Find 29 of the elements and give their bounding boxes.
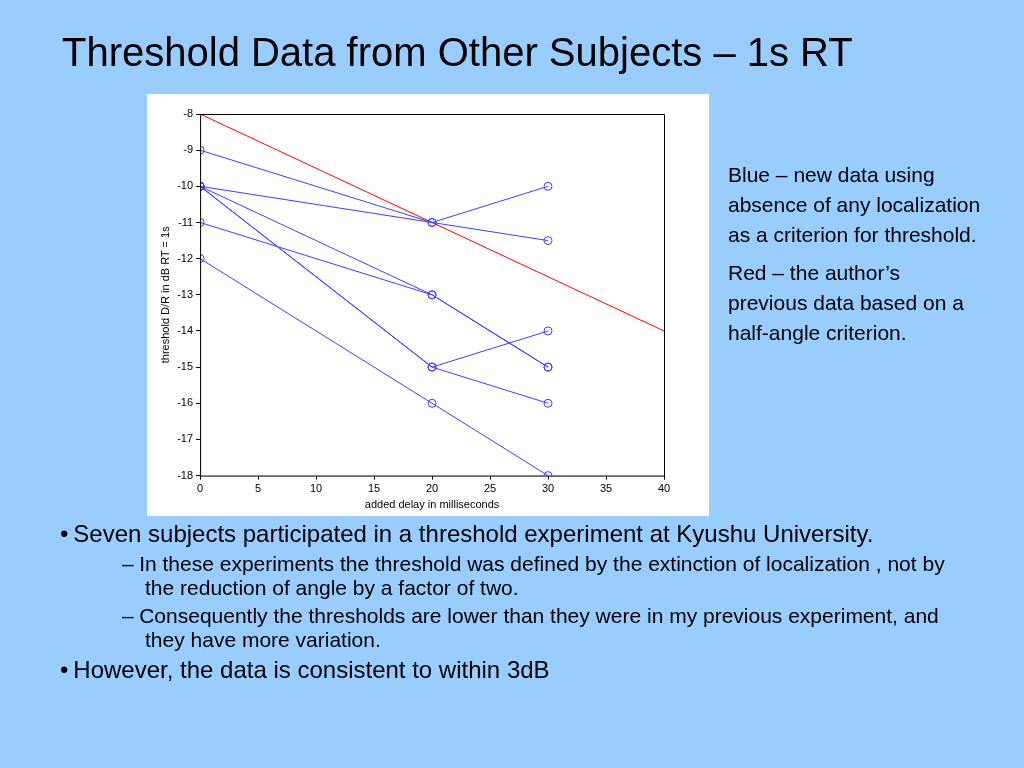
y-tick-label: -10 [177,179,194,192]
x-tick-label: 20 [425,482,439,495]
x-tick-label: 25 [483,482,497,495]
x-tick-label: 5 [255,482,262,495]
text: – In these experiments the threshold was defined by the extinction of localization , not by the reduction of angle by a factor of two. [121,552,946,600]
y-tick-label: -11 [178,215,194,228]
y-tick-label: -12 [177,251,194,264]
y-tick-label: -9 [183,143,194,156]
y-tick-label: -8 [183,107,194,120]
y-tick-label: -14 [177,323,194,336]
y-tick-label: -17 [177,432,194,445]
chart-title: Threshold Data from Other Subjects – 1s RT [62,30,853,75]
text: • However, the data is consistent to within 3dB [60,656,551,684]
text: • Seven subjects participated in a threshold experiment at Kyushu University. [60,520,875,548]
y-axis-title: threshold D/R in dB RT = 1s [158,225,171,364]
y-tick-label: -18 [177,468,194,481]
y-tick-label: -16 [177,396,194,409]
y-tick-label: -13 [177,287,194,300]
x-axis-title: added delay in milliseconds [364,498,500,511]
text: Red – the author’s previous data based on a half-angle criterion. [728,260,965,346]
x-tick-label: 0 [197,482,204,495]
text: – Consequently the thresholds are lower than they were in my previous experiment, and they have more variation. [121,604,940,652]
y-tick-label: -15 [177,360,194,373]
x-tick-label: 35 [599,482,613,495]
x-tick-label: 15 [367,482,381,495]
text: Blue – new data using absence of any localization as a criterion for threshold. [728,162,982,248]
x-tick-label: 10 [309,482,323,495]
x-tick-label: 40 [657,482,671,495]
x-tick-label: 30 [541,482,555,495]
